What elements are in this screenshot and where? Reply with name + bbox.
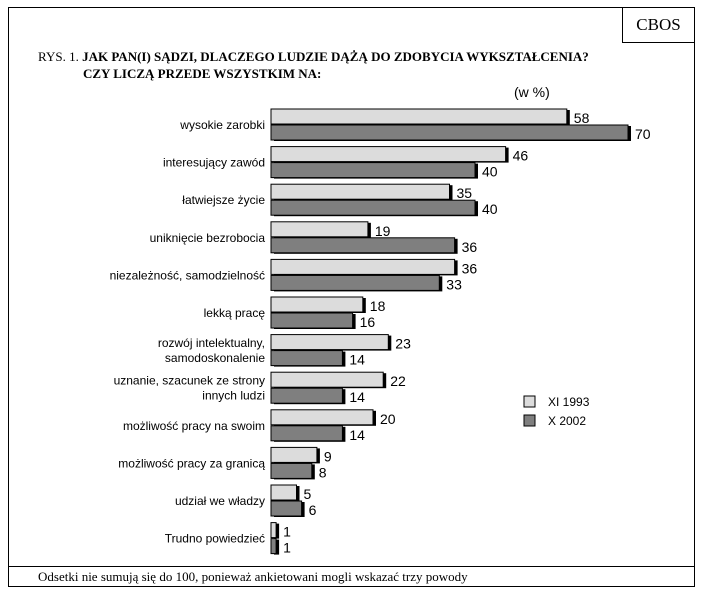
category-label: uznanie, szacunek ze strony bbox=[114, 374, 265, 388]
data-label: 14 bbox=[349, 352, 365, 368]
bar-1993 bbox=[270, 221, 369, 238]
question-text: JAK PAN(I) SĄDZI, DLACZEGO LUDZIE DĄŻĄ D… bbox=[82, 49, 589, 64]
bar-1993 bbox=[270, 484, 297, 501]
bar-1993 bbox=[270, 296, 364, 313]
bar-1993 bbox=[270, 522, 277, 539]
data-label: 36 bbox=[462, 239, 478, 255]
data-label: 40 bbox=[482, 201, 498, 217]
legend-label: X 2002 bbox=[548, 414, 586, 428]
category-label: możliwość pracy za granicą bbox=[118, 456, 265, 470]
legend-label: XI 1993 bbox=[548, 395, 590, 409]
data-label: 8 bbox=[319, 464, 327, 480]
category-label: innych ludzi bbox=[202, 389, 265, 403]
chart-title-line2: CZY LICZĄ PRZEDE WSZYSTKIM NA: bbox=[83, 66, 322, 81]
footer-divider bbox=[8, 566, 695, 567]
footnote: Odsetki nie sumują się do 100, ponieważ … bbox=[38, 569, 468, 584]
category-label: udział we władzy bbox=[175, 494, 265, 508]
bar-2002 bbox=[270, 350, 343, 367]
data-label: 36 bbox=[462, 260, 478, 276]
brand-label: CBOS bbox=[636, 15, 681, 34]
bar-2002 bbox=[270, 162, 476, 179]
data-label: 33 bbox=[446, 276, 462, 292]
data-label: 70 bbox=[635, 126, 651, 142]
data-label: 19 bbox=[375, 223, 391, 239]
bar-1993 bbox=[270, 371, 384, 388]
data-label: 9 bbox=[324, 448, 332, 464]
bar-2002 bbox=[270, 199, 476, 216]
category-label: łatwiejsze życie bbox=[182, 193, 265, 207]
bar-1993 bbox=[270, 146, 507, 163]
bar-1993 bbox=[270, 258, 456, 275]
data-label: 1 bbox=[283, 524, 291, 540]
legend-swatch-1993 bbox=[523, 395, 536, 408]
bar-1993 bbox=[270, 446, 318, 463]
data-label: 16 bbox=[360, 314, 376, 330]
chart-frame bbox=[8, 7, 695, 587]
category-label: interesujący zawód bbox=[163, 156, 265, 170]
data-label: 35 bbox=[457, 185, 473, 201]
category-label: możliwość pracy na swoim bbox=[123, 419, 265, 433]
category-label: wysokie zarobki bbox=[179, 118, 265, 132]
bar-2002 bbox=[270, 312, 354, 329]
data-label: 22 bbox=[390, 373, 406, 389]
unit-label: (w %) bbox=[514, 84, 550, 100]
data-label: 18 bbox=[370, 298, 386, 314]
category-label: lekką pracę bbox=[204, 306, 266, 320]
figure-label: RYS. 1. bbox=[38, 49, 79, 64]
bar-1993 bbox=[270, 108, 568, 125]
data-label: 23 bbox=[395, 336, 411, 352]
data-label: 5 bbox=[304, 486, 312, 502]
bar-1993 bbox=[270, 409, 374, 426]
bar-2002 bbox=[270, 237, 456, 254]
category-label: uniknięcie bezrobocia bbox=[150, 231, 266, 245]
legend-swatch-2002 bbox=[523, 414, 536, 427]
data-label: 14 bbox=[349, 389, 365, 405]
category-label: niezależność, samodzielność bbox=[110, 268, 265, 282]
bar-2002 bbox=[270, 274, 440, 291]
bar-2002 bbox=[270, 124, 629, 141]
category-label: rozwój intelektualny, bbox=[158, 336, 265, 350]
data-label: 46 bbox=[513, 148, 529, 164]
data-label: 40 bbox=[482, 164, 498, 180]
chart-title: RYS. 1. JAK PAN(I) SĄDZI, DLACZEGO LUDZI… bbox=[38, 49, 589, 65]
category-label: Trudno powiedzieć bbox=[165, 532, 265, 546]
bar-2002 bbox=[270, 462, 313, 479]
data-label: 58 bbox=[574, 110, 590, 126]
bar-1993 bbox=[270, 334, 389, 351]
bar-1993 bbox=[270, 183, 450, 200]
bar-2002 bbox=[270, 425, 343, 442]
bar-2002 bbox=[270, 387, 343, 404]
data-label: 1 bbox=[283, 540, 291, 556]
bar-2002 bbox=[270, 538, 277, 555]
data-label: 14 bbox=[349, 427, 365, 443]
data-label: 6 bbox=[309, 502, 317, 518]
cbos-logo: CBOS bbox=[622, 7, 695, 43]
data-label: 20 bbox=[380, 411, 396, 427]
category-label: samodoskonalenie bbox=[165, 351, 265, 365]
bar-2002 bbox=[270, 500, 303, 517]
